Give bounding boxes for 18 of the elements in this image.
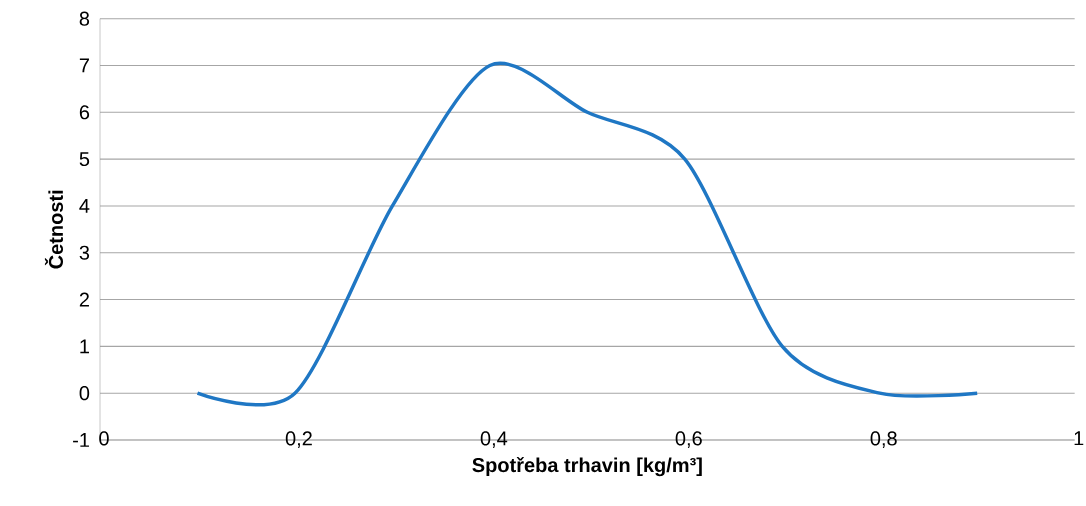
x-tick-label: 0,2 xyxy=(285,431,312,448)
y-tick-label: 5 xyxy=(79,152,90,167)
x-axis-title: Spotřeba trhavin [kg/m³] xyxy=(472,457,702,477)
x-tick-label: 0,4 xyxy=(480,431,508,448)
y-tick-label: 4 xyxy=(79,199,90,213)
x-tick-label: 0,8 xyxy=(870,431,897,448)
y-axis-title: Četnosti xyxy=(44,190,64,269)
x-tick-label: 1 xyxy=(1074,431,1084,446)
x-tick-label: 0,6 xyxy=(675,431,702,448)
y-tick-label: 2 xyxy=(79,292,89,307)
y-tick-label: 7 xyxy=(79,58,89,73)
y-tick-label: -1 xyxy=(73,433,89,447)
y-tick-label: 3 xyxy=(79,245,90,260)
x-tick-label: 0 xyxy=(99,431,109,446)
y-tick-label: 0 xyxy=(79,386,90,401)
y-tick-label: 8 xyxy=(79,11,90,26)
y-tick-label: 1 xyxy=(80,339,89,354)
y-tick-label: 6 xyxy=(79,105,90,120)
